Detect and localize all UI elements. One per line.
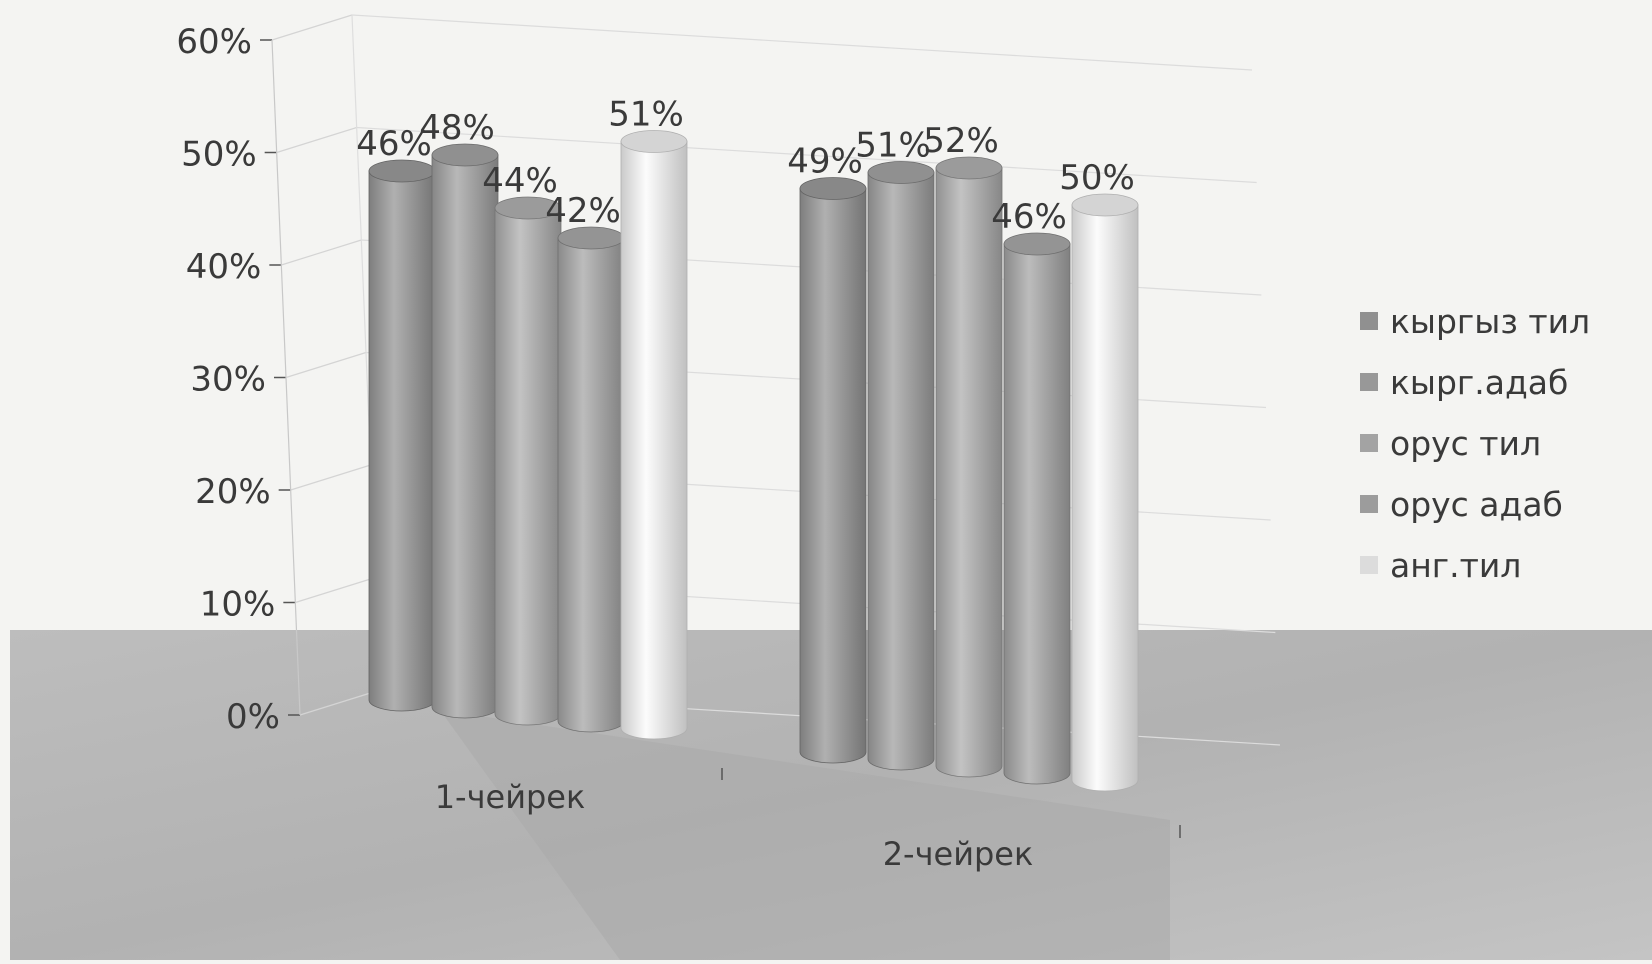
- bar: [557, 226, 625, 733]
- bar-body: [368, 170, 436, 712]
- legend-swatch: [1360, 373, 1378, 391]
- data-labels: 46%48%44%42%51%49%51%52%46%50%: [356, 95, 1135, 238]
- bar-top: [431, 143, 499, 167]
- bar-top: [620, 130, 688, 153]
- data-label: 46%: [991, 197, 1067, 237]
- bar-body: [867, 172, 935, 771]
- legend: кыргыз тил кырг.адаб орус тил орус адаб анг.…: [1360, 302, 1590, 585]
- gridline-side: [271, 14, 353, 41]
- bar-body: [431, 154, 499, 719]
- legend-label: кыргыз тил: [1390, 302, 1590, 341]
- bar: [494, 196, 562, 726]
- legend-item: орус тил: [1360, 424, 1541, 463]
- bar-body: [935, 167, 1003, 778]
- bar: [867, 161, 935, 771]
- data-label: 49%: [787, 142, 863, 182]
- legend-swatch: [1360, 556, 1378, 574]
- bar-top: [935, 156, 1003, 180]
- legend-swatch: [1360, 312, 1378, 330]
- y-tick-label: 30%: [190, 360, 266, 400]
- legend-label: орус тил: [1390, 424, 1541, 463]
- gridline-side: [299, 689, 381, 716]
- x-tick-label: 2-чейрек: [883, 835, 1034, 873]
- y-axis: 0% 10% 20% 30% 40% 50% 60%: [176, 22, 301, 737]
- gridline-side: [295, 576, 376, 604]
- y-tick-label: 40%: [186, 247, 262, 287]
- bar-top: [1071, 193, 1139, 217]
- y-axis-line: [271, 39, 301, 716]
- legend-swatch: [1360, 434, 1378, 452]
- bar: [935, 156, 1003, 778]
- x-axis: 1-чейрек 2-чейрек: [435, 768, 1181, 873]
- bar: [1071, 193, 1139, 792]
- y-tick-label: 10%: [200, 585, 276, 625]
- legend-label: анг.тил: [1390, 546, 1521, 585]
- bar-top: [1003, 232, 1071, 256]
- data-label: 51%: [855, 126, 931, 166]
- bar-top: [867, 161, 935, 184]
- bar: [620, 130, 688, 740]
- y-tick-label: 0%: [226, 697, 280, 737]
- data-label: 51%: [608, 95, 684, 135]
- bar-body: [557, 237, 625, 733]
- bar-body: [799, 188, 867, 764]
- gridline: [356, 126, 1257, 184]
- y-tick-label: 60%: [176, 22, 252, 62]
- bar-body: [620, 141, 688, 740]
- x-tick-label: 1-чейрек: [435, 778, 586, 816]
- bar-top: [799, 177, 867, 200]
- legend-item: орус адаб: [1360, 485, 1563, 524]
- legend-label: орус адаб: [1390, 485, 1563, 524]
- legend-item: кыргыз тил: [1360, 302, 1590, 341]
- bar: [368, 159, 436, 712]
- bar: [1003, 232, 1071, 785]
- data-label: 50%: [1059, 158, 1135, 198]
- y-tick-label: 20%: [195, 472, 271, 512]
- legend-item: кырг.адаб: [1360, 363, 1568, 402]
- bar-top: [494, 196, 562, 220]
- bar-body: [1071, 204, 1139, 792]
- y-tick-label: 50%: [181, 135, 257, 175]
- gridline-side: [290, 464, 371, 491]
- data-label: 42%: [545, 191, 621, 231]
- data-label: 46%: [356, 124, 432, 164]
- data-label: 52%: [923, 121, 999, 161]
- bar-body: [494, 207, 562, 726]
- bars: [368, 130, 1139, 792]
- bar-body: [1003, 243, 1071, 785]
- data-label: 44%: [482, 161, 558, 201]
- gridline-side: [281, 239, 362, 266]
- gridline-side: [276, 126, 357, 154]
- gridline: [351, 14, 1253, 71]
- floor-shadow: [440, 710, 1170, 960]
- gridline-side: [285, 351, 367, 379]
- bar: [799, 177, 867, 764]
- data-label: 48%: [419, 108, 495, 148]
- legend-swatch: [1360, 495, 1378, 513]
- bar: [431, 143, 499, 719]
- legend-label: кырг.адаб: [1390, 363, 1568, 402]
- legend-item: анг.тил: [1360, 546, 1521, 585]
